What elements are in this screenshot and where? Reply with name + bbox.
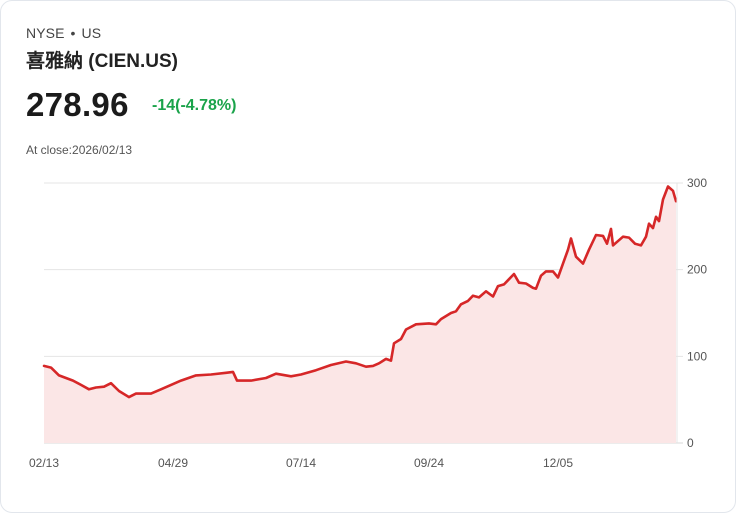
x-axis-ticks: 02/13 04/29 07/14 09/24 12/05 — [29, 456, 573, 470]
exchange-name: NYSE — [26, 25, 65, 41]
close-label: At close:2026/02/13 — [26, 143, 133, 157]
exchange-info: NYSE • US — [26, 25, 101, 41]
price-line — [42, 185, 678, 399]
price-change: -14(-4.78%) — [152, 97, 237, 114]
y-tick-label: 0 — [687, 436, 694, 450]
region: US — [81, 25, 102, 41]
separator-dot: • — [70, 25, 76, 41]
x-tick-label: 09/24 — [414, 456, 444, 470]
y-tick-label: 200 — [687, 263, 707, 277]
price-area — [44, 186, 676, 443]
y-tick-label: 300 — [687, 176, 707, 190]
stock-price: 278.96 — [26, 86, 129, 123]
x-tick-label: 07/14 — [286, 456, 316, 470]
y-axis-ticks: 0 100 200 300 — [687, 176, 707, 450]
y-tick-label: 100 — [687, 349, 707, 363]
x-tick-label: 12/05 — [543, 456, 573, 470]
x-tick-label: 02/13 — [29, 456, 59, 470]
x-tick-label: 04/29 — [158, 456, 188, 470]
stock-title: 喜雅納 (CIEN.US) — [26, 51, 179, 72]
